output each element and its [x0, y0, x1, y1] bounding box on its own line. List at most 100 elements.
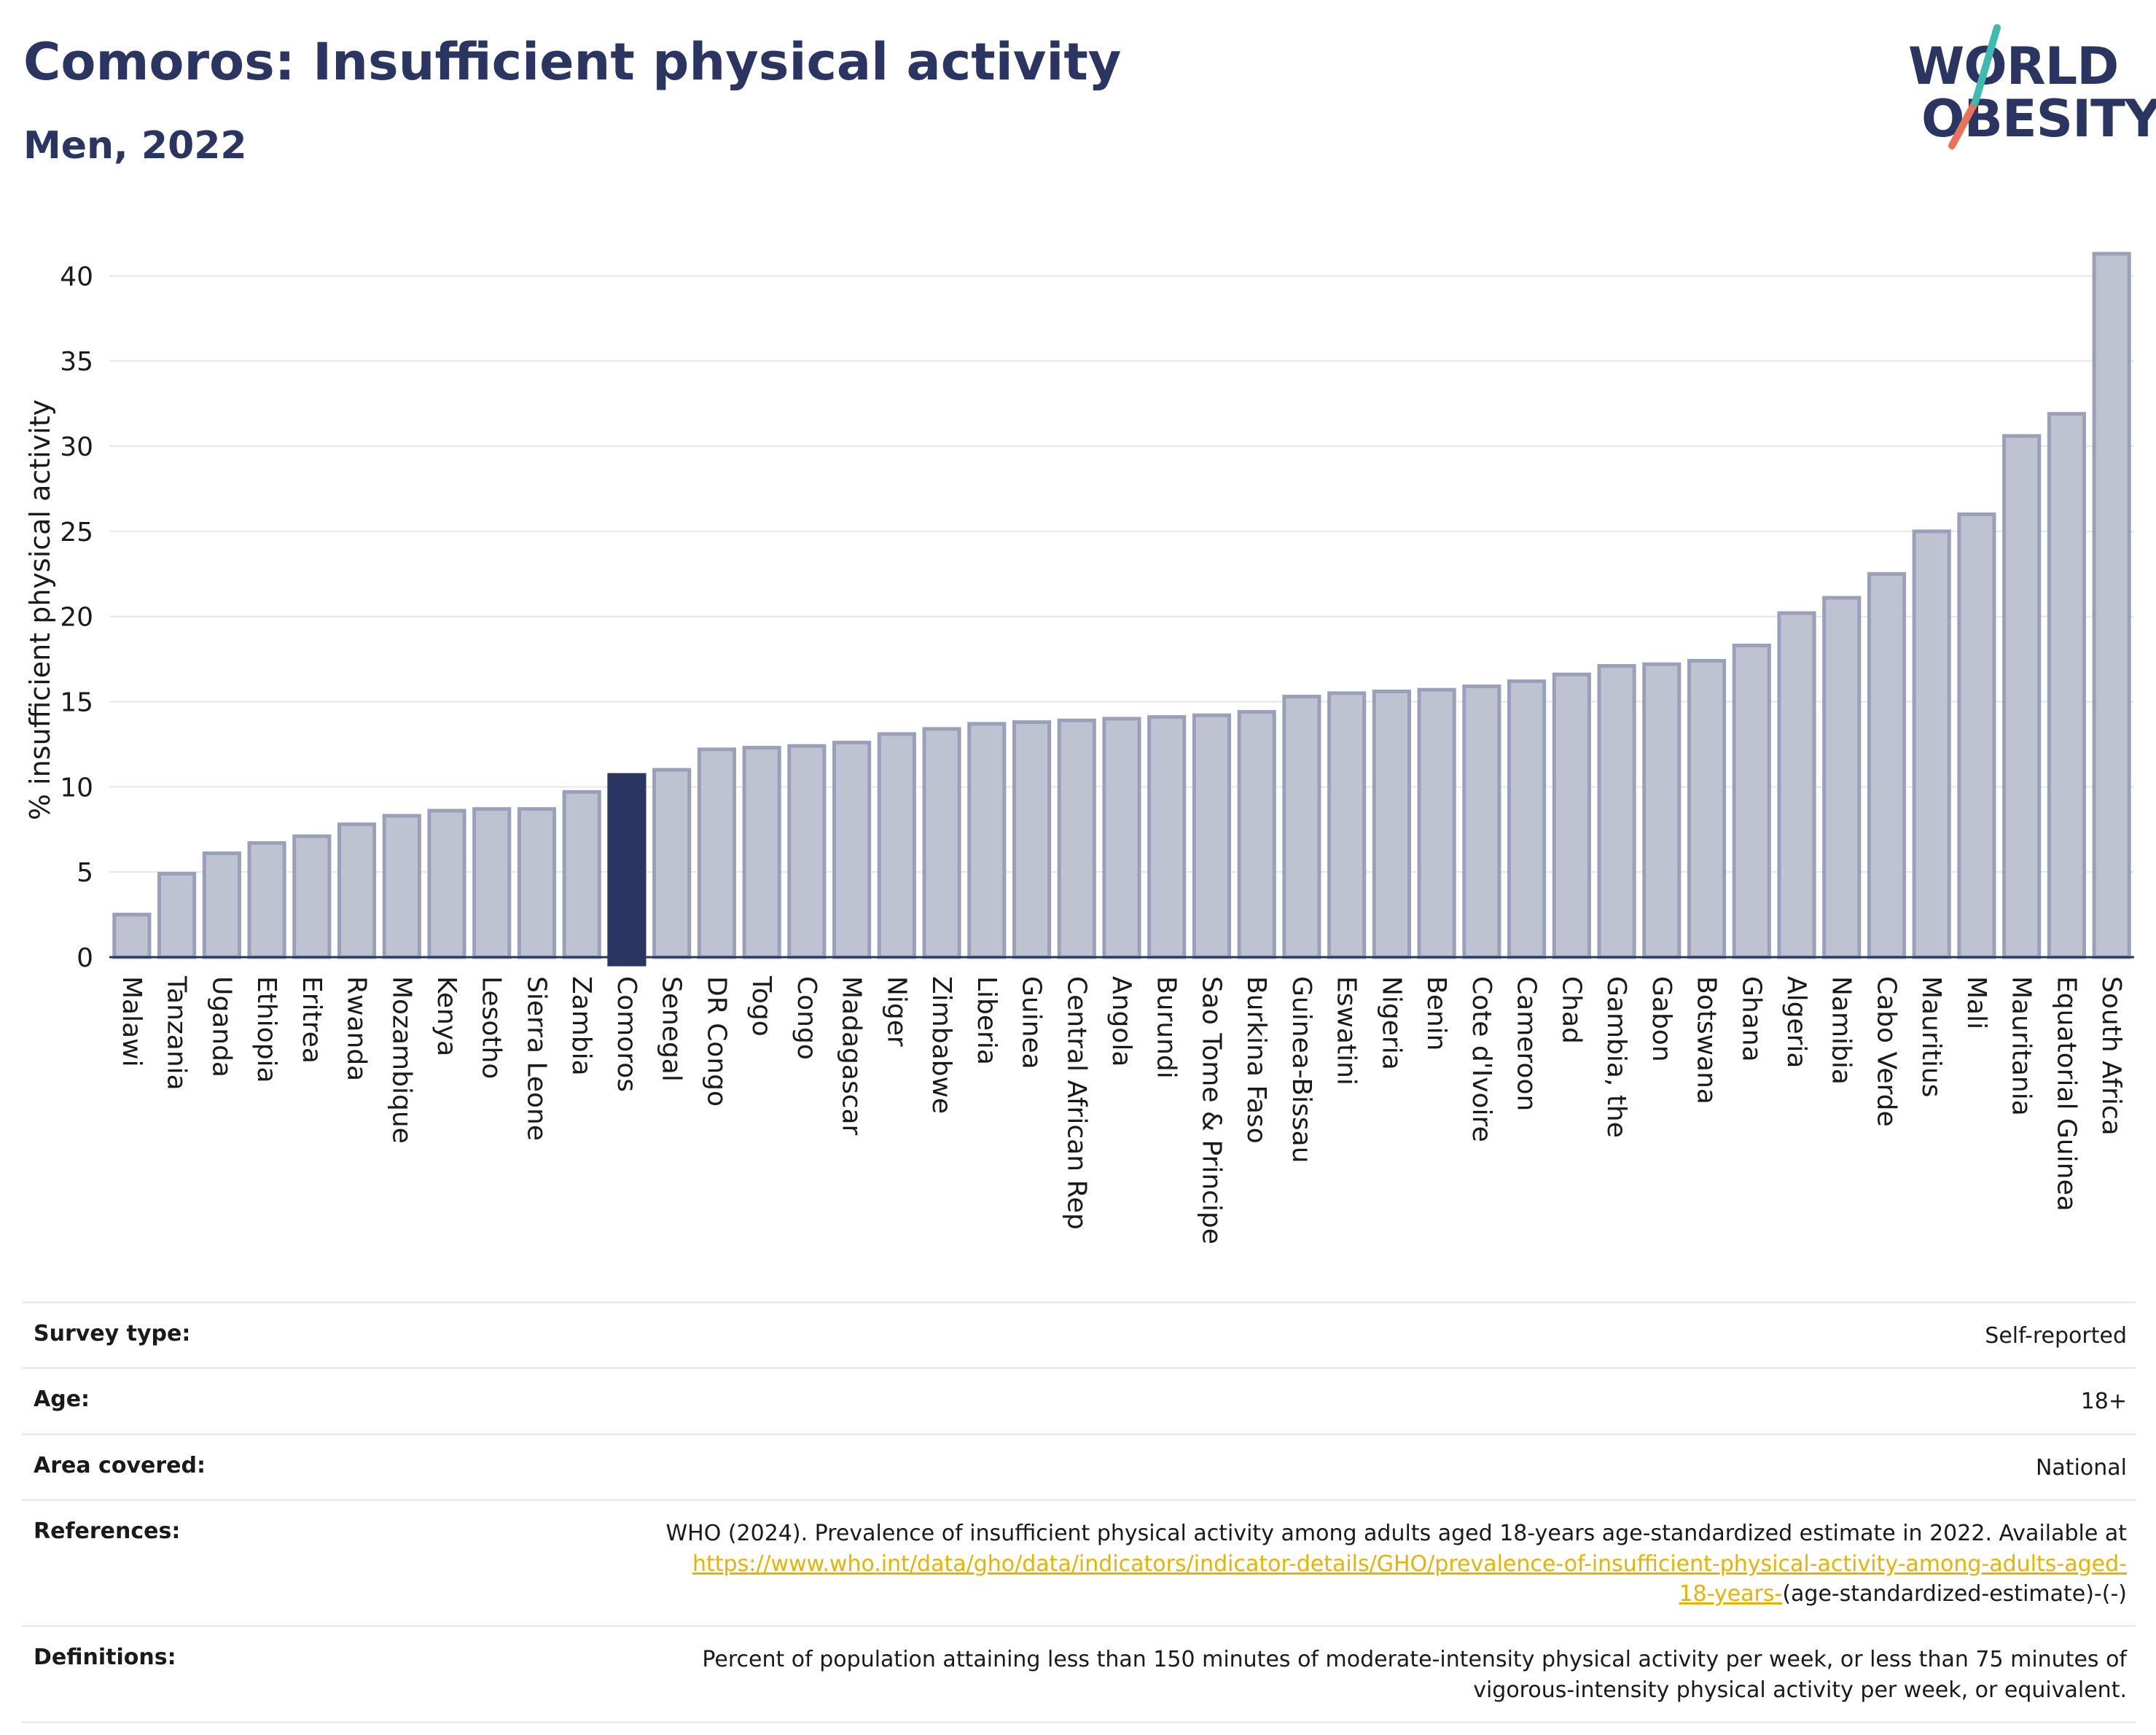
bar-congo[interactable]	[787, 744, 827, 959]
x-tick-label: Equatorial Guinea	[2051, 976, 2081, 1212]
bar-gabon[interactable]	[1642, 662, 1682, 959]
x-tick-label: Namibia	[1827, 976, 1856, 1085]
bar-namibia[interactable]	[1822, 596, 1862, 959]
bar-benin[interactable]	[1417, 687, 1456, 959]
bar-cote-d-ivoire[interactable]	[1462, 685, 1501, 959]
bar-sao-tome-principe[interactable]	[1192, 713, 1232, 959]
y-axis: 0 5 10 15 20 25 30 35 40	[60, 262, 93, 973]
bar-guinea[interactable]	[1012, 720, 1052, 959]
bar-uganda[interactable]	[202, 851, 241, 959]
bar-tanzania[interactable]	[157, 872, 197, 959]
references-link-2[interactable]: 18-years-	[1679, 1580, 1783, 1607]
x-tick-label: Sao Tome & Principe	[1196, 976, 1226, 1244]
bar-lesotho[interactable]	[472, 807, 512, 959]
bar-ghana[interactable]	[1732, 643, 1771, 959]
logo-line-1: WORLD	[1908, 36, 2119, 96]
x-tick-label: Guinea-Bissau	[1286, 976, 1316, 1163]
x-tick-label: Eswatini	[1332, 976, 1362, 1085]
bar-kenya[interactable]	[427, 808, 466, 959]
y-tick-label: 5	[77, 858, 93, 888]
x-tick-label: Malawi	[117, 976, 147, 1067]
world-obesity-logo: WORLD OBESITY	[1895, 22, 2156, 153]
bar-mauritania[interactable]	[2002, 434, 2042, 959]
bar-liberia[interactable]	[967, 722, 1007, 959]
bar-equatorial-guinea[interactable]	[2047, 412, 2086, 959]
x-tick-label: Chad	[1556, 976, 1586, 1044]
x-tick-label: Rwanda	[342, 976, 372, 1081]
age-value: 18+	[2080, 1389, 2127, 1415]
bars	[112, 252, 2131, 967]
x-tick-label: Zimbabwe	[926, 976, 956, 1114]
bar-central-african-rep[interactable]	[1057, 718, 1096, 959]
bar-sierra-leone[interactable]	[517, 807, 557, 959]
bar-zimbabwe[interactable]	[922, 727, 961, 959]
bar-mali[interactable]	[1957, 512, 1996, 959]
bar-malawi[interactable]	[112, 913, 152, 959]
x-tick-label: Benin	[1421, 976, 1451, 1050]
x-tick-label: Burundi	[1152, 976, 1181, 1079]
x-tick-label: Angola	[1106, 976, 1136, 1067]
bar-mozambique[interactable]	[382, 814, 421, 959]
x-tick-label: Sierra Leone	[521, 976, 551, 1141]
bar-comoros[interactable]	[607, 773, 647, 967]
references-link-1[interactable]: https://www.who.int/data/gho/data/indica…	[692, 1551, 2127, 1577]
definitions-label: Definitions:	[34, 1645, 176, 1671]
bar-rwanda[interactable]	[337, 822, 377, 959]
bar-zambia[interactable]	[562, 789, 601, 959]
bar-eritrea[interactable]	[292, 834, 332, 959]
bar-chad[interactable]	[1552, 672, 1591, 959]
x-tick-label: Eritrea	[297, 976, 327, 1064]
x-tick-label: Ghana	[1736, 976, 1766, 1062]
x-tick-label: Comoros	[612, 976, 641, 1092]
bar-mauritius[interactable]	[1912, 529, 1951, 959]
y-tick-label: 25	[60, 518, 93, 547]
bar-burkina-faso[interactable]	[1237, 710, 1276, 959]
y-tick-label: 20	[60, 603, 93, 633]
y-axis-label: % insufficient physical activity	[24, 399, 56, 820]
bar-botswana[interactable]	[1687, 658, 1727, 959]
y-tick-label: 15	[60, 688, 93, 718]
bar-madagascar[interactable]	[832, 741, 872, 959]
area-label: Area covered:	[34, 1452, 206, 1478]
x-tick-label: Mozambique	[386, 976, 416, 1144]
meta-row-definitions: Definitions: Percent of population attai…	[22, 1625, 2136, 1724]
definitions-value: Percent of population attaining less tha…	[702, 1645, 2127, 1705]
bar-cameroon[interactable]	[1507, 679, 1547, 959]
meta-row-references: References: WHO (2024). Prevalence of in…	[22, 1499, 2136, 1625]
x-tick-label: Togo	[746, 975, 776, 1037]
x-tick-label: Central African Rep	[1061, 976, 1091, 1230]
x-tick-label: Burkina Faso	[1241, 976, 1271, 1144]
x-axis: Malawi Tanzania Uganda Ethiopia Eritrea Rwand…	[109, 956, 2134, 1244]
bar-nigeria[interactable]	[1372, 690, 1411, 959]
x-tick-label: Cabo Verde	[1871, 976, 1901, 1127]
bar-cabo-verde[interactable]	[1867, 572, 1907, 959]
y-tick-label: 0	[77, 943, 93, 973]
bar-eswatini[interactable]	[1327, 691, 1367, 959]
survey-type-label: Survey type:	[34, 1321, 191, 1346]
x-tick-label: DR Congo	[701, 976, 731, 1107]
x-tick-label: Gambia, the	[1601, 976, 1631, 1138]
bar-chart: 0 5 10 15 20 25 30 35 40 Malawi Tanzania Uganda Eth…	[24, 252, 2134, 1244]
bar-south-africa[interactable]	[2092, 252, 2131, 959]
y-tick-label: 10	[60, 773, 93, 803]
bar-gambia-the[interactable]	[1597, 663, 1636, 959]
x-tick-label: Algeria	[1781, 976, 1811, 1069]
meta-row-age: Age: 18+	[22, 1367, 2136, 1432]
bar-niger[interactable]	[877, 732, 916, 959]
meta-row-survey-type: Survey type: Self-reported	[22, 1301, 2136, 1367]
x-tick-label: Kenya	[431, 976, 461, 1056]
metadata-table: Survey type: Self-reported Age: 18+ Area…	[22, 1301, 2136, 1724]
bar-ethiopia[interactable]	[247, 841, 286, 959]
bar-algeria[interactable]	[1777, 611, 1816, 959]
x-tick-label: Gabon	[1647, 976, 1676, 1062]
bar-angola[interactable]	[1102, 717, 1141, 959]
bar-dr-congo[interactable]	[697, 747, 736, 959]
bar-burundi[interactable]	[1147, 715, 1187, 959]
bar-senegal[interactable]	[652, 768, 692, 959]
x-tick-label: Cote d'Ivoire	[1466, 976, 1496, 1142]
bar-togo[interactable]	[742, 746, 781, 959]
bar-guinea-bissau[interactable]	[1282, 695, 1321, 959]
x-tick-label: Mauritania	[2007, 976, 2036, 1116]
x-tick-label: Uganda	[206, 976, 236, 1077]
page-title: Comoros: Insufficient physical activity	[23, 32, 1122, 92]
